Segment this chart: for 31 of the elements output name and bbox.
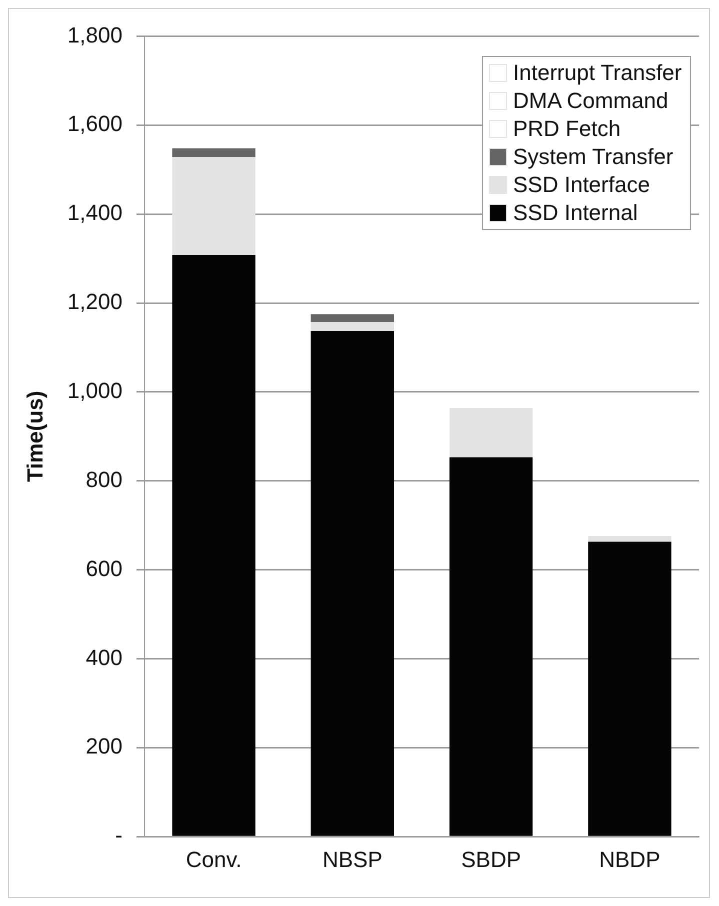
y-tick-label: 1,800	[67, 22, 122, 48]
y-tick-label: 1,200	[67, 289, 122, 314]
bar	[449, 457, 533, 836]
bar	[588, 542, 672, 836]
bar	[172, 254, 256, 836]
y-tick-label: -	[115, 822, 122, 848]
y-tick-label: 1,400	[67, 200, 122, 226]
bar	[310, 331, 394, 836]
x-tick-label: SBDP	[461, 846, 522, 872]
y-tick-label: 400	[86, 644, 122, 670]
bar	[172, 157, 256, 255]
bar	[172, 148, 256, 158]
y-tick-label: 1,600	[67, 111, 122, 136]
legend-label: System Transfer	[513, 143, 674, 172]
legend-label: Interrupt Transfer	[513, 59, 682, 88]
legend-label: SSD Interface	[513, 171, 650, 200]
bar	[449, 408, 533, 458]
x-tick-label: NBSP	[322, 846, 382, 872]
x-tick-label: Conv.	[186, 846, 242, 872]
y-tick-label: 1,000	[67, 378, 122, 403]
bar	[588, 536, 672, 542]
x-tick-label: NBDP	[599, 846, 660, 872]
y-tick-label: 200	[86, 734, 122, 759]
legend-label: PRD Fetch	[513, 115, 621, 144]
legend-label: SSD Internal	[513, 199, 638, 228]
y-axis-title: Time(us)	[22, 390, 48, 482]
legend-label: DMA Command	[513, 87, 668, 116]
bar	[310, 314, 394, 322]
bar	[310, 322, 394, 332]
y-tick-label: 600	[86, 556, 122, 581]
y-tick-label: 800	[86, 466, 122, 492]
